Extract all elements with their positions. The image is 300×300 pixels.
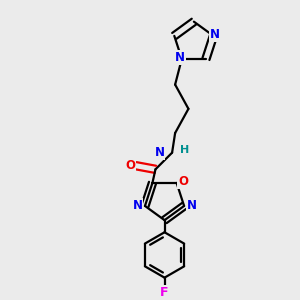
Text: N: N xyxy=(175,51,185,64)
Text: H: H xyxy=(180,145,189,155)
Text: N: N xyxy=(154,146,164,159)
Text: F: F xyxy=(160,286,169,299)
Text: N: N xyxy=(187,200,197,212)
Text: N: N xyxy=(210,28,220,41)
Text: O: O xyxy=(125,159,135,172)
Text: N: N xyxy=(132,200,142,212)
Text: O: O xyxy=(178,175,188,188)
